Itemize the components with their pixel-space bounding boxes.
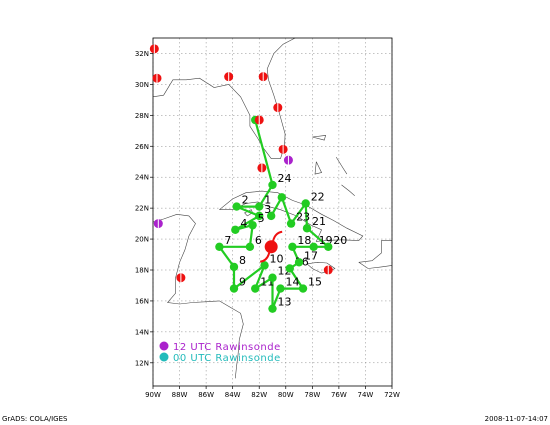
storm-arm-south xyxy=(259,252,271,263)
track-point-label: 20 xyxy=(333,234,347,247)
track-point-label: 2 xyxy=(242,194,249,207)
track-point-label: 14 xyxy=(285,276,299,289)
tick-label-lat: 26N xyxy=(135,143,149,151)
track-point xyxy=(324,242,333,251)
track-point-label: 17 xyxy=(304,249,318,262)
track-point xyxy=(229,262,239,272)
storm-center xyxy=(264,240,278,254)
tick-label-lon: 86W xyxy=(198,391,214,399)
longitude-axis: 90W 88W 86W 84W 82W 80W 78W 76W 74W 72W xyxy=(145,386,400,399)
tick-label-lon: 74W xyxy=(358,391,374,399)
coast-line xyxy=(335,156,348,175)
track-point-label: 3 xyxy=(264,203,271,216)
track-point xyxy=(231,225,240,234)
tick-label-lon: 84W xyxy=(225,391,241,399)
track-point-label: 24 xyxy=(278,172,292,185)
track-point-label: 15 xyxy=(308,276,322,289)
track-point xyxy=(251,284,260,293)
tick-label-lat: 22N xyxy=(135,205,149,213)
tick-label-lat: 12N xyxy=(135,359,149,367)
coast-line xyxy=(358,240,392,263)
latitude-axis: 12N 14N 16N 18N 20N 22N 24N 26N 28N 30N 32N xyxy=(135,50,153,367)
legend-label-12utc: 12 UTC Rawinsonde xyxy=(173,342,281,353)
tick-label-lat: 16N xyxy=(135,297,149,305)
tick-label-lon: 76W xyxy=(331,391,347,399)
coast-line xyxy=(358,262,393,269)
track-point xyxy=(260,261,269,270)
tick-label-lat: 30N xyxy=(135,81,149,89)
footer-credit: GrADS: COLA/IGES xyxy=(2,415,68,423)
track-point-label: 6 xyxy=(255,234,262,247)
track-point xyxy=(266,211,276,221)
track-point xyxy=(277,193,286,202)
flight-track: 241234567891011121314151617181920212223 xyxy=(215,115,347,313)
track-point-label: 13 xyxy=(278,296,292,309)
track-point xyxy=(215,242,224,251)
track-point-label: 23 xyxy=(296,211,310,224)
coast-line xyxy=(314,161,323,175)
storm-symbol xyxy=(259,230,283,263)
track-point-label: 7 xyxy=(224,234,231,247)
track-point xyxy=(268,304,277,313)
coast-line xyxy=(244,209,253,217)
tick-label-lon: 78W xyxy=(304,391,320,399)
tick-label-lat: 28N xyxy=(135,112,149,120)
tick-label-lon: 90W xyxy=(145,391,161,399)
track-point-label: 4 xyxy=(240,217,247,230)
track-point-label: 22 xyxy=(311,190,325,203)
tick-label-lon: 72W xyxy=(384,391,400,399)
track-point xyxy=(268,180,277,190)
tick-label-lon: 88W xyxy=(172,391,188,399)
track-point xyxy=(294,258,304,267)
track-point-label: 5 xyxy=(258,212,265,225)
rawinsonde-stations xyxy=(149,44,333,283)
tick-label-lat: 24N xyxy=(135,174,149,182)
track-point xyxy=(286,219,296,228)
track-point-label: 21 xyxy=(312,215,326,228)
track-point xyxy=(298,284,308,293)
track-point-label: 9 xyxy=(239,276,246,289)
tick-label-lat: 18N xyxy=(135,267,149,275)
tick-label-lon: 82W xyxy=(251,391,267,399)
track-point xyxy=(245,242,255,251)
track-point-label: 18 xyxy=(297,234,311,247)
legend-label-00utc: 00 UTC Rawinsonde xyxy=(173,353,281,364)
storm-arm-north xyxy=(272,230,283,242)
track-point xyxy=(302,224,312,233)
tick-label-lat: 32N xyxy=(135,50,149,58)
coast-line xyxy=(312,135,327,141)
track-point xyxy=(301,199,310,208)
coast-line xyxy=(219,190,364,242)
track-point xyxy=(276,284,285,293)
track-point xyxy=(268,273,277,282)
coast-line xyxy=(152,37,296,159)
track-point xyxy=(309,242,318,251)
legend: 12 UTC Rawinsonde 00 UTC Rawinsonde xyxy=(159,341,281,364)
track-point xyxy=(288,242,297,251)
track-point xyxy=(248,220,257,230)
track-point xyxy=(232,202,241,211)
tick-label-lat: 20N xyxy=(135,236,149,244)
map-frame xyxy=(152,37,393,387)
track-point xyxy=(229,284,239,293)
track-point-label: 8 xyxy=(239,254,246,267)
coast-line xyxy=(341,184,355,197)
footer-timestamp: 2008-11-07-14:07 xyxy=(485,415,548,423)
track-point-label: 1 xyxy=(264,194,271,207)
tick-label-lat: 14N xyxy=(135,328,149,336)
coastline xyxy=(152,37,393,379)
legend-marker-12utc xyxy=(159,341,169,351)
legend-marker-00utc xyxy=(159,352,169,362)
tick-label-lon: 80W xyxy=(278,391,294,399)
track-point-label: 10 xyxy=(270,252,284,265)
track-point xyxy=(285,264,294,273)
track-point xyxy=(255,202,264,211)
track-point xyxy=(255,211,264,221)
